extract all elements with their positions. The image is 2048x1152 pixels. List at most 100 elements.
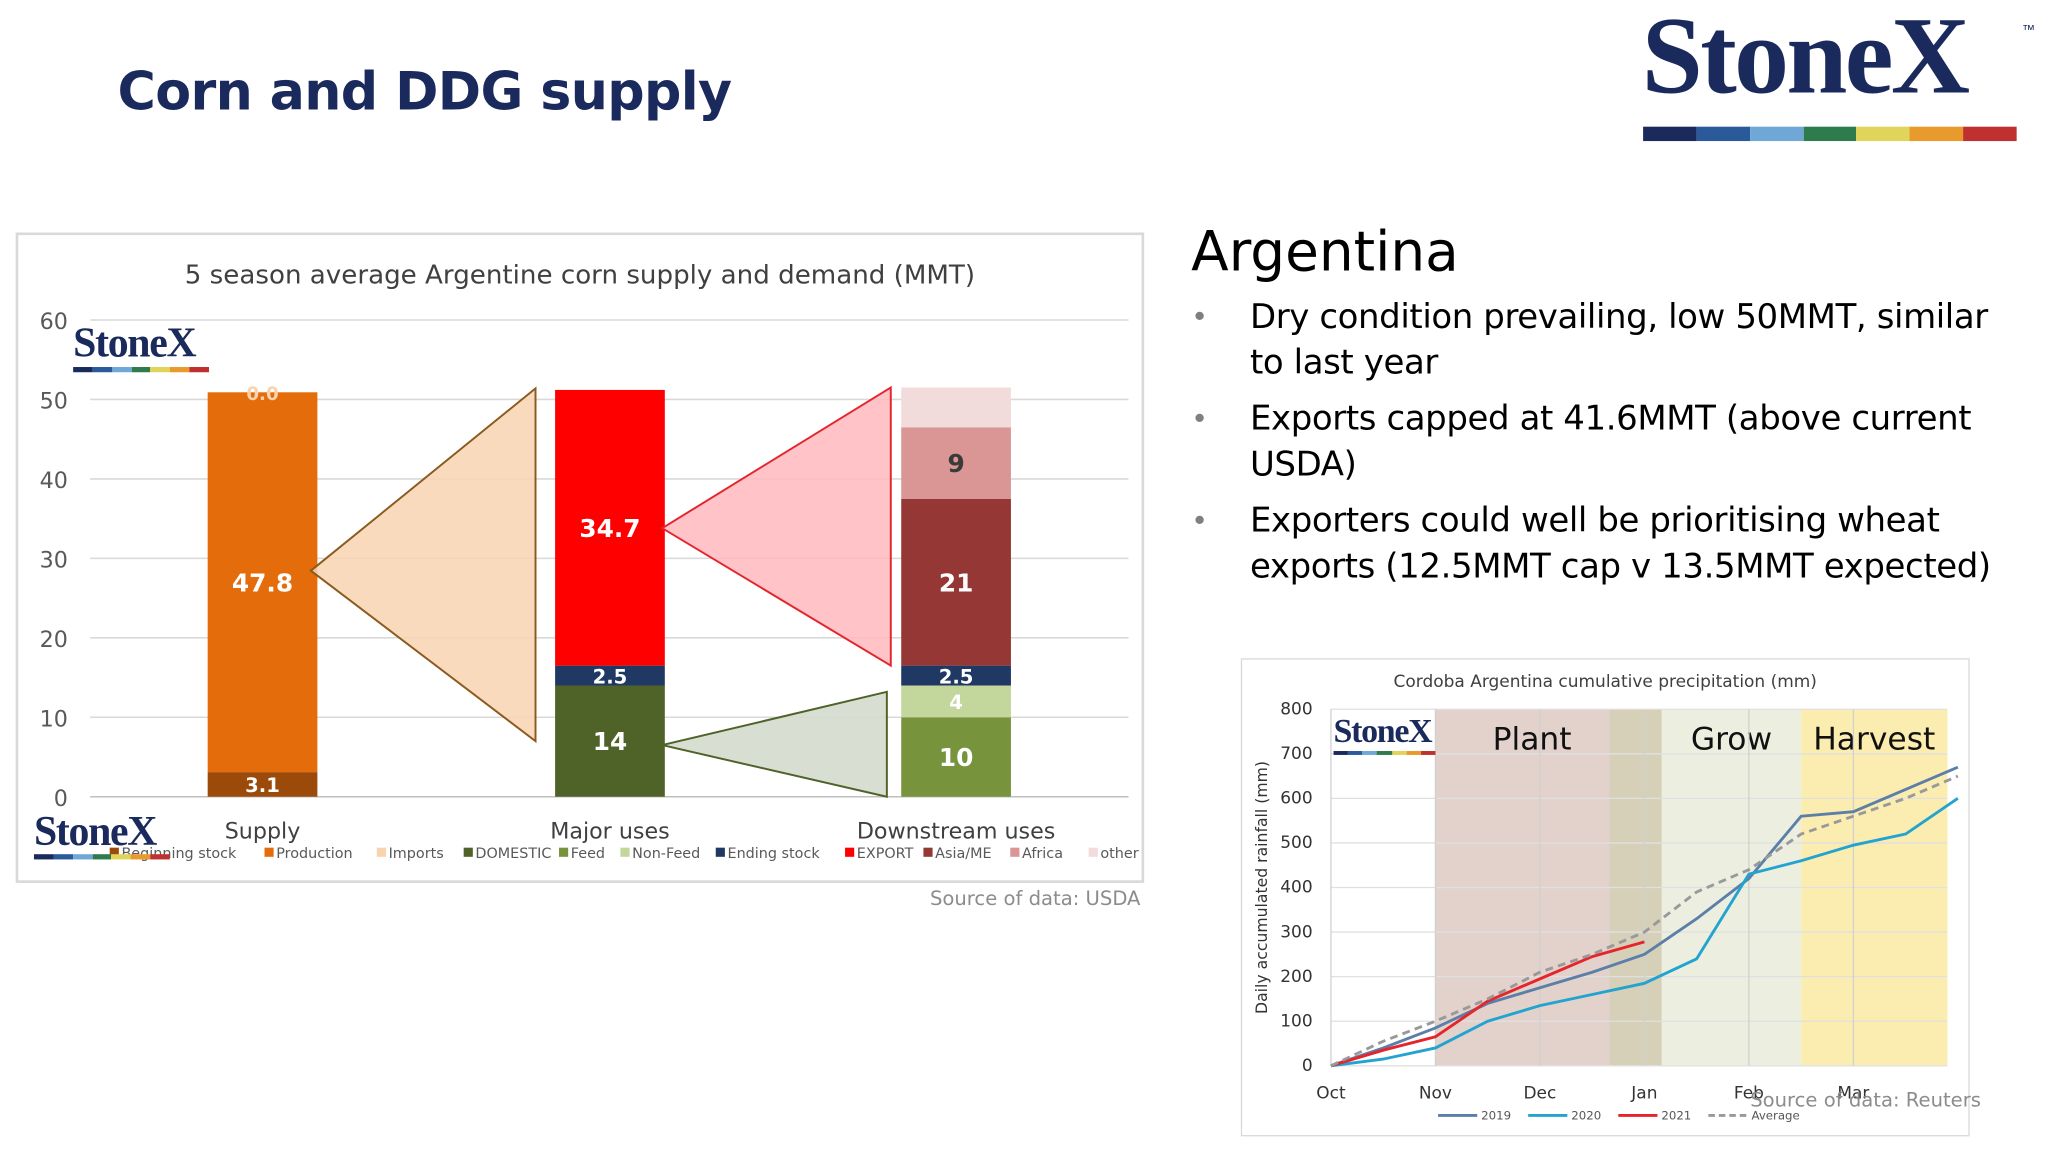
legend-swatch	[1088, 847, 1098, 857]
series-line	[1330, 797, 1959, 1068]
precipitation-chart: Plant Grow Harvest 0 100 200 300 400 500 600 700 80…	[1252, 699, 1959, 1122]
x-tick-label: Dec	[1523, 1083, 1556, 1103]
legend-swatch	[376, 847, 386, 857]
trademark-symbol: ™	[2021, 23, 2035, 38]
x-tick-label: Mar	[1837, 1083, 1869, 1103]
brand-color-segment	[189, 367, 209, 373]
x-tick-label: Oct	[1316, 1083, 1346, 1103]
precipitation-chart-panel: Plant Grow Harvest 0 100 200 300 400 500 600 700 80…	[1240, 658, 1970, 1137]
y-tick-label: 20	[40, 627, 68, 653]
data-label: 0.0	[246, 384, 278, 405]
bar-segment	[901, 387, 1011, 428]
y-tick-label: 30	[40, 548, 68, 574]
bullet-dot-icon: •	[1191, 301, 1208, 335]
brand-color-segment	[1856, 126, 1910, 142]
legend-swatch	[463, 847, 473, 857]
page-title: Corn and DDG supply	[117, 62, 733, 123]
legend-label: Ending stock	[728, 846, 821, 862]
brand-color-segment	[92, 367, 112, 373]
legend-label: Non-Feed	[632, 846, 700, 862]
brand-color-segment	[33, 854, 54, 860]
brand-color-segment	[92, 854, 112, 860]
supply-demand-chart-panel: 0 10 20 30 40 50 60 3.1 47.8 14 10 4 2.5 2.5 34.7 21 9 0.…	[15, 232, 1145, 883]
precip-plot-area: Plant Grow Harvest 0 100 200 300 400 500 600 700 80…	[1252, 699, 1959, 1122]
legend-swatch	[264, 847, 274, 857]
source-usda: Source of data: USDA	[929, 886, 1141, 911]
x-category-label: Major uses	[550, 819, 669, 845]
brand-color-segment	[72, 854, 93, 860]
y-tick-label: 60	[40, 309, 68, 335]
bullet-dot-icon: •	[1191, 403, 1208, 437]
brand-color-segment	[1362, 751, 1378, 755]
legend-swatch	[715, 847, 725, 857]
brand-color-bar	[1643, 126, 2017, 142]
bar-segment	[207, 392, 318, 773]
y-tick-label: 10	[40, 706, 68, 732]
bullet-list: • Dry condition prevailing, low 50MMT, si…	[1191, 295, 2027, 601]
legend-swatch	[845, 847, 855, 857]
brand-color-segment	[1377, 751, 1392, 755]
bar-segment	[901, 665, 1011, 686]
legend-label: Production	[276, 846, 352, 862]
y-tick-label: 300	[1280, 922, 1312, 942]
legend-swatch	[1010, 847, 1020, 857]
brand-color-segment	[1333, 751, 1349, 755]
legend-swatch	[620, 847, 630, 857]
x-category-label: Supply	[225, 819, 301, 845]
x-tick-label: Feb	[1734, 1083, 1764, 1103]
source-reuters: Source of data: Reuters	[1750, 1087, 1981, 1112]
brand-color-segment	[1803, 126, 1857, 142]
chart-logo-bottom: StoneX	[33, 807, 158, 855]
bullet-item: • Exporters could well be prioritising wh…	[1191, 499, 2027, 590]
brand-color-segment	[170, 367, 190, 373]
supply-demand-chart: 0 10 20 30 40 50 60 3.1 47.8 14 10 4 2.5 2.5 34.7 21 9 0.…	[40, 309, 1139, 862]
brand-color-segment	[1391, 751, 1407, 755]
brand-color-segment	[1420, 751, 1436, 755]
brand-color-segment	[131, 367, 151, 373]
legend-label: EXPORT	[857, 846, 914, 862]
y-tick-label: 400	[1280, 878, 1312, 898]
bullet-dot-icon: •	[1191, 505, 1208, 539]
bar-segment	[555, 665, 665, 686]
brand-color-segment	[1749, 126, 1804, 142]
x-tick-label: Jan	[1630, 1083, 1657, 1103]
brand-color-segment	[150, 854, 170, 860]
season-label: Harvest	[1813, 722, 1935, 758]
brand-color-segment	[1963, 126, 2017, 142]
brand-color-segment	[130, 854, 151, 860]
legend-label: 2021	[1661, 1108, 1691, 1122]
y-tick-label: 0	[54, 786, 68, 812]
y-tick-label: 200	[1280, 967, 1312, 987]
data-label: 47.8	[232, 568, 293, 597]
bullet-item: • Dry condition prevailing, low 50MMT, si…	[1191, 295, 2027, 386]
data-label: 2.5	[939, 665, 974, 688]
data-label: 3.1	[245, 774, 280, 797]
brand-color-segment	[150, 367, 171, 373]
data-label: 2.5	[593, 665, 628, 688]
bar-segment	[555, 685, 665, 797]
brand-color-segment	[1348, 751, 1363, 755]
precipitation-chart-title: Cordoba Argentina cumulative precipitati…	[1393, 672, 1817, 693]
y-tick-label: 100	[1280, 1011, 1312, 1031]
legend-swatch	[109, 847, 119, 857]
legend-label: other	[1100, 846, 1138, 862]
brand-color-segment	[111, 854, 131, 860]
season-label: Plant	[1493, 722, 1572, 758]
season-label: Grow	[1691, 722, 1772, 758]
legend-label: Feed	[571, 846, 605, 862]
brand-color-segment	[1643, 126, 1697, 142]
bar-segment	[901, 717, 1011, 797]
section-heading: Argentina	[1191, 219, 1459, 284]
y-tick-label: 600	[1280, 789, 1312, 809]
legend-swatch	[923, 847, 933, 857]
precip-chart-logo: StoneX	[1333, 711, 1433, 750]
brand-color-segment	[53, 854, 73, 860]
legend-label: Asia/ME	[935, 846, 991, 862]
legend-label: Africa	[1022, 846, 1063, 862]
bar-segment	[901, 498, 1011, 666]
data-label: 4	[949, 691, 963, 714]
brand-wordmark: StoneX	[1641, 0, 1970, 118]
legend-label: DOMESTIC	[475, 846, 551, 862]
legend-label: 2020	[1571, 1108, 1601, 1122]
x-tick-label: Nov	[1419, 1083, 1452, 1103]
